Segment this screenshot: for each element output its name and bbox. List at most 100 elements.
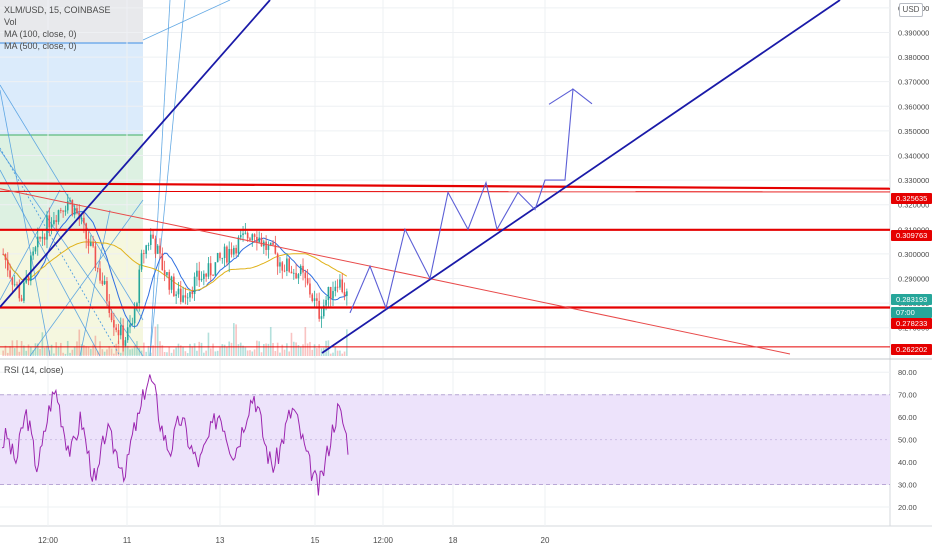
- candle-body[interactable]: [166, 272, 168, 275]
- candle-body[interactable]: [148, 245, 150, 246]
- candle-body[interactable]: [141, 253, 143, 269]
- candle-body[interactable]: [251, 234, 253, 240]
- candle-body[interactable]: [152, 235, 154, 239]
- candle-body[interactable]: [173, 277, 175, 296]
- candle-body[interactable]: [316, 298, 318, 301]
- candle-body[interactable]: [111, 313, 113, 320]
- candle-body[interactable]: [228, 249, 230, 263]
- candle-body[interactable]: [125, 340, 127, 346]
- candle-body[interactable]: [187, 297, 189, 298]
- candle-body[interactable]: [115, 328, 117, 330]
- candle-body[interactable]: [189, 291, 191, 297]
- candle-body[interactable]: [295, 273, 297, 278]
- candle-body[interactable]: [178, 289, 180, 295]
- candle-body[interactable]: [240, 235, 242, 237]
- candle-body[interactable]: [293, 273, 295, 274]
- candle-body[interactable]: [196, 271, 198, 277]
- candle-body[interactable]: [249, 238, 251, 240]
- candle-body[interactable]: [155, 239, 157, 254]
- candle-body[interactable]: [286, 259, 288, 272]
- candle-body[interactable]: [5, 254, 7, 260]
- candle-body[interactable]: [120, 325, 122, 335]
- candle-body[interactable]: [28, 276, 30, 281]
- candle-body[interactable]: [235, 248, 237, 254]
- candle-body[interactable]: [335, 287, 337, 291]
- candle-body[interactable]: [58, 210, 60, 222]
- candle-body[interactable]: [226, 247, 228, 263]
- candle-body[interactable]: [37, 237, 39, 248]
- candle-body[interactable]: [95, 246, 97, 268]
- candle-body[interactable]: [254, 234, 256, 237]
- candle-body[interactable]: [311, 294, 313, 301]
- candle-body[interactable]: [53, 220, 55, 224]
- candle-body[interactable]: [332, 291, 334, 299]
- candle-body[interactable]: [231, 249, 233, 255]
- ma100-legend[interactable]: MA (100, close, 0): [4, 29, 77, 39]
- candle-body[interactable]: [284, 271, 286, 272]
- candle-body[interactable]: [83, 218, 85, 224]
- candle-body[interactable]: [268, 245, 270, 250]
- candle-body[interactable]: [219, 253, 221, 258]
- candle-body[interactable]: [102, 281, 104, 285]
- symbol-title[interactable]: XLM/USD, 15, COINBASE: [4, 5, 111, 15]
- candle-body[interactable]: [221, 258, 223, 259]
- candle-body[interactable]: [346, 291, 348, 296]
- candle-body[interactable]: [191, 291, 193, 294]
- candle-body[interactable]: [321, 316, 323, 319]
- candle-body[interactable]: [81, 218, 83, 220]
- candle-body[interactable]: [205, 274, 207, 277]
- candle-body[interactable]: [150, 235, 152, 245]
- candle-body[interactable]: [85, 223, 87, 238]
- candle-body[interactable]: [224, 247, 226, 258]
- candle-body[interactable]: [127, 327, 129, 340]
- candle-body[interactable]: [55, 220, 57, 222]
- candle-body[interactable]: [318, 301, 320, 319]
- candle-body[interactable]: [88, 239, 90, 246]
- candle-body[interactable]: [159, 246, 161, 254]
- candle-body[interactable]: [168, 272, 170, 290]
- candle-body[interactable]: [69, 200, 71, 201]
- candle-body[interactable]: [62, 210, 64, 211]
- candle-body[interactable]: [298, 274, 300, 278]
- candle-body[interactable]: [42, 237, 44, 239]
- candle-body[interactable]: [12, 277, 14, 284]
- candle-body[interactable]: [143, 253, 145, 254]
- candle-body[interactable]: [245, 233, 247, 234]
- candle-body[interactable]: [242, 233, 244, 235]
- candle-body[interactable]: [291, 272, 293, 274]
- candle-body[interactable]: [104, 281, 106, 284]
- candle-body[interactable]: [7, 260, 9, 270]
- candle-body[interactable]: [16, 284, 18, 285]
- candle-body[interactable]: [307, 278, 309, 283]
- candle-body[interactable]: [9, 270, 11, 277]
- candle-body[interactable]: [48, 215, 50, 227]
- candle-body[interactable]: [302, 266, 304, 273]
- candle-body[interactable]: [2, 254, 4, 255]
- candle-body[interactable]: [74, 208, 76, 215]
- candle-body[interactable]: [113, 320, 115, 328]
- candle-body[interactable]: [118, 330, 120, 335]
- candle-body[interactable]: [212, 275, 214, 276]
- candle-body[interactable]: [162, 254, 164, 271]
- candle-body[interactable]: [32, 251, 34, 255]
- candle-body[interactable]: [164, 270, 166, 275]
- candle-body[interactable]: [256, 237, 258, 242]
- candle-body[interactable]: [92, 242, 94, 246]
- candle-body[interactable]: [279, 262, 281, 266]
- candle-body[interactable]: [217, 253, 219, 262]
- candle-body[interactable]: [198, 271, 200, 280]
- candle-body[interactable]: [203, 274, 205, 279]
- volume-legend[interactable]: Vol: [4, 17, 17, 27]
- candle-body[interactable]: [21, 298, 23, 301]
- candle-body[interactable]: [328, 287, 330, 300]
- candle-body[interactable]: [233, 248, 235, 255]
- candle-body[interactable]: [305, 272, 307, 278]
- candle-body[interactable]: [261, 238, 263, 247]
- candle-body[interactable]: [314, 298, 316, 301]
- candle-body[interactable]: [106, 281, 108, 301]
- candle-body[interactable]: [339, 279, 341, 287]
- candle-body[interactable]: [238, 237, 240, 253]
- candle-body[interactable]: [76, 208, 78, 213]
- ma500-legend[interactable]: MA (500, close, 0): [4, 41, 77, 51]
